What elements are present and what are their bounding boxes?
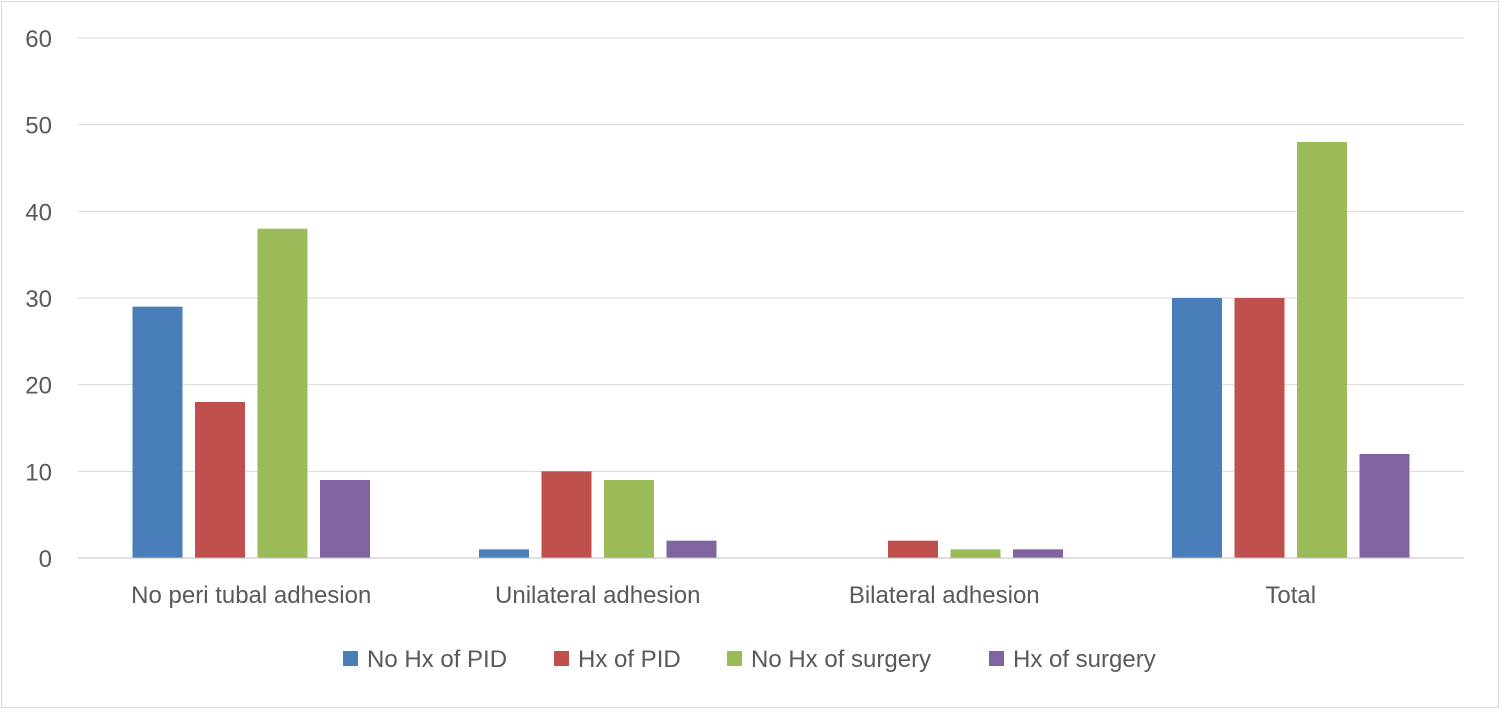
legend-label: No Hx of PID	[367, 646, 507, 673]
x-tick-label: Total	[1265, 582, 1316, 609]
x-tick-label: No peri tubal adhesion	[131, 582, 371, 609]
bar	[195, 402, 245, 558]
x-tick-label: Unilateral adhesion	[495, 582, 700, 609]
gridlines	[78, 37, 1464, 472]
x-tick-label: Bilateral adhesion	[849, 582, 1040, 609]
bar	[479, 549, 529, 558]
bar	[666, 540, 717, 558]
y-tick-label: 0	[39, 546, 52, 573]
legend-swatch	[554, 651, 569, 666]
x-axis: No peri tubal adhesion Unilateral adhesio…	[78, 557, 1464, 609]
bar	[950, 549, 1001, 558]
y-axis-ticks: 0 10 20 30 40 50 60	[25, 26, 52, 573]
bar	[541, 471, 592, 558]
legend: No Hx of PID Hx of PID No Hx of surgery Hx …	[343, 646, 1156, 673]
bar	[1359, 454, 1410, 558]
bar	[257, 228, 308, 558]
legend-swatch	[727, 651, 742, 666]
y-tick-label: 40	[25, 199, 52, 226]
bar	[1172, 298, 1222, 558]
bar	[132, 306, 183, 558]
legend-label: No Hx of surgery	[751, 646, 931, 673]
y-tick-label: 20	[25, 373, 52, 400]
y-tick-label: 10	[25, 459, 52, 486]
bars	[132, 142, 1410, 558]
legend-label: Hx of surgery	[1013, 646, 1156, 673]
bar	[604, 480, 654, 558]
bar	[1013, 549, 1063, 558]
bar	[1234, 298, 1285, 558]
legend-swatch	[343, 651, 358, 666]
bar	[888, 540, 938, 558]
y-tick-label: 60	[25, 26, 52, 53]
legend-label: Hx of PID	[578, 646, 681, 673]
legend-swatch	[989, 651, 1004, 666]
y-tick-label: 50	[25, 113, 52, 140]
bar	[1297, 142, 1347, 558]
bar	[320, 480, 370, 558]
y-tick-label: 30	[25, 286, 52, 313]
